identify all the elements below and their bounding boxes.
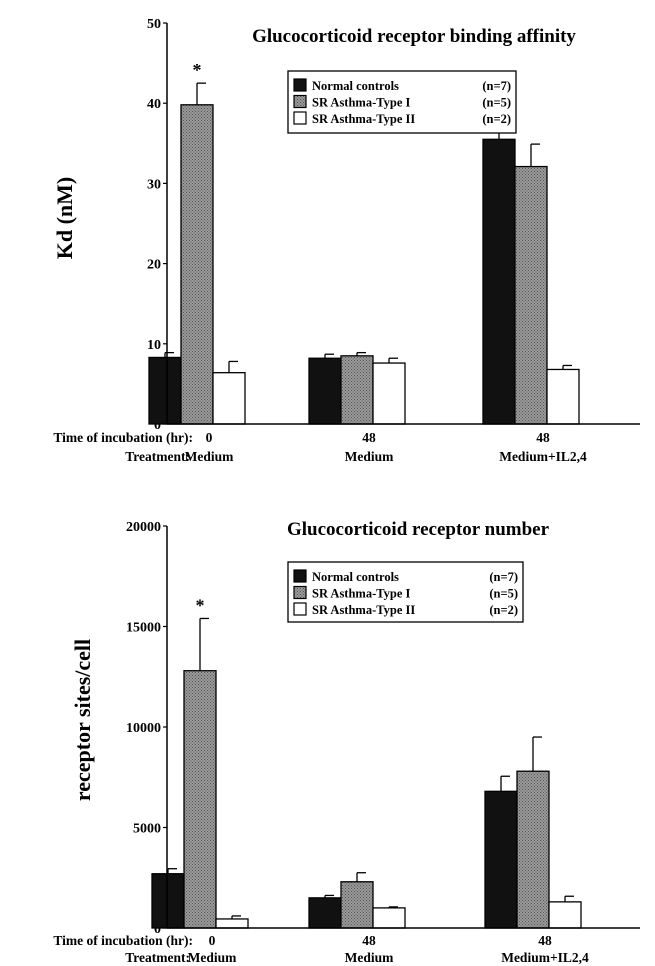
y-tick-label: 20000: [126, 520, 161, 535]
treatment-row-label: Treatment:: [125, 449, 190, 464]
legend-sample-size: (n=7): [482, 79, 511, 93]
y-tick-label: 10000: [126, 721, 161, 736]
legend-box: [287, 561, 524, 623]
legend-swatch: [293, 111, 307, 125]
legend-series-name: SR Asthma-Type II: [312, 112, 415, 126]
legend-sample-size: (n=7): [489, 570, 518, 584]
legend-swatch: [293, 94, 307, 109]
legend-series-name: Normal controls: [312, 570, 399, 584]
time-row-label: Time of incubation (hr):: [53, 430, 193, 445]
y-tick-label: 15000: [126, 621, 161, 636]
time-label: 0: [206, 430, 213, 445]
bar: [180, 104, 214, 425]
treatment-label: Medium: [345, 950, 395, 965]
legend-sample-size: (n=5): [482, 96, 511, 110]
y-tick-label: 20: [147, 258, 161, 273]
significance-marker: *: [193, 60, 202, 80]
axes: [163, 525, 640, 929]
group-labels: 0 Medium 48 Medium 48 Medium+IL2,4: [188, 933, 589, 965]
time-label: 48: [538, 933, 552, 948]
treatment-label: Medium: [185, 449, 235, 464]
bar: [372, 907, 406, 929]
bars: *: [151, 595, 582, 929]
bars: *: [148, 60, 580, 425]
treatment-row-label: Treatment:: [125, 950, 190, 965]
time-label: 0: [209, 933, 216, 948]
legend-sample-size: (n=2): [489, 603, 518, 617]
bar: [215, 918, 249, 929]
legend-series-name: SR Asthma-Type I: [312, 96, 411, 110]
legend-sample-size: (n=5): [489, 587, 518, 601]
time-label: 48: [362, 430, 376, 445]
y-tick-label: 30: [147, 177, 161, 192]
bar: [514, 165, 548, 425]
bar: [548, 901, 582, 929]
bar: [482, 138, 516, 425]
y-tick-label: 5000: [133, 822, 161, 837]
bar: [340, 881, 374, 929]
y-tick-label: 0: [154, 922, 161, 937]
legend-swatch: [293, 78, 307, 92]
legend-sample-size: (n=2): [482, 112, 511, 126]
treatment-label: Medium+IL2,4: [499, 449, 587, 464]
significance-marker: *: [196, 595, 205, 615]
bar: [308, 897, 342, 929]
y-tick-labels: 0 10 20 30 40 50: [147, 17, 161, 433]
legend-series-name: SR Asthma-Type II: [312, 603, 415, 617]
y-tick-label: 10: [147, 338, 161, 353]
legend-swatch: [293, 569, 307, 583]
legend-box: [287, 70, 517, 134]
legend-swatch: [293, 602, 307, 616]
axes: [163, 22, 640, 425]
legend-swatch: [293, 585, 307, 600]
bar: [546, 368, 580, 425]
y-tick-label: 40: [147, 97, 161, 112]
legend-series-name: SR Asthma-Type I: [312, 587, 411, 601]
bar: [212, 372, 246, 425]
legend: Normal controls (n=7) SR Asthma-Type I (n=5…: [287, 70, 517, 134]
bar: [340, 355, 374, 425]
bar: [484, 790, 518, 929]
time-row-label: Time of incubation (hr):: [53, 933, 193, 948]
time-label: 48: [362, 933, 376, 948]
receptor-number-chart-panel: Glucocorticoid receptor number receptor …: [53, 519, 640, 965]
time-label: 48: [536, 430, 550, 445]
legend: Normal controls (n=7) SR Asthma-Type I (n=5…: [287, 561, 524, 623]
kd-chart-panel: Glucocorticoid receptor binding affinity…: [52, 17, 640, 464]
bar: [308, 357, 342, 425]
group-labels: 0 Medium 48 Medium 48 Medium+IL2,4: [185, 430, 587, 464]
bar: [148, 356, 182, 425]
chart-title: Glucocorticoid receptor binding affinity: [252, 26, 576, 47]
treatment-label: Medium: [345, 449, 395, 464]
y-tick-labels: 0 5000 10000 15000 20000: [126, 520, 161, 937]
bar: [183, 670, 217, 929]
y-axis-label: Kd (nM): [52, 177, 77, 260]
treatment-label: Medium: [188, 950, 238, 965]
y-axis-label: receptor sites/cell: [70, 639, 95, 801]
y-tick-label: 0: [154, 418, 161, 433]
treatment-label: Medium+IL2,4: [501, 950, 589, 965]
bar: [151, 873, 185, 929]
bar: [516, 770, 550, 929]
bar: [372, 362, 406, 425]
chart-title: Glucocorticoid receptor number: [287, 519, 550, 540]
legend-series-name: Normal controls: [312, 79, 399, 93]
y-tick-label: 50: [147, 17, 161, 32]
